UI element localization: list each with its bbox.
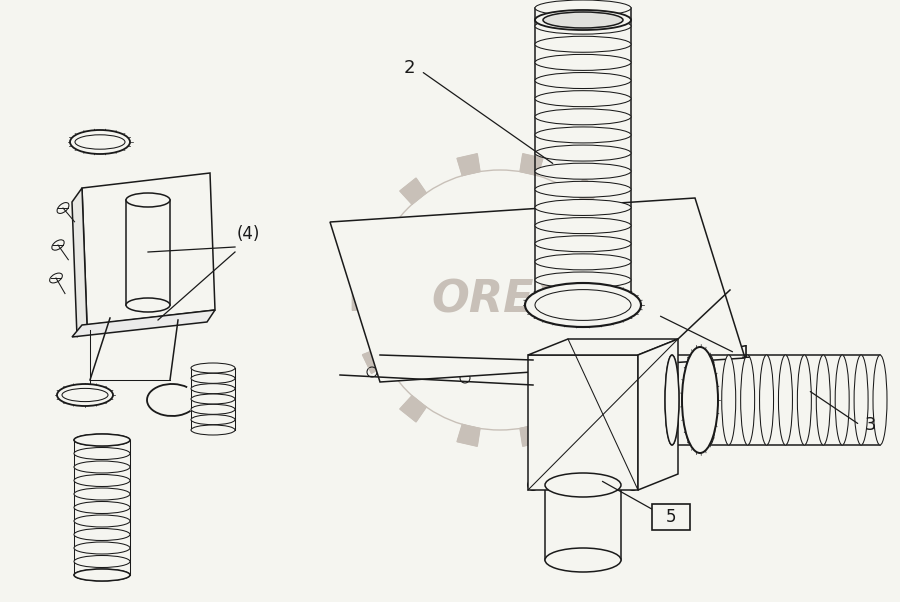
Ellipse shape [535, 254, 631, 270]
Ellipse shape [760, 355, 773, 445]
Ellipse shape [535, 91, 631, 107]
Polygon shape [630, 290, 648, 310]
Ellipse shape [684, 355, 698, 445]
Ellipse shape [74, 447, 130, 459]
Ellipse shape [535, 217, 631, 234]
Polygon shape [638, 339, 678, 490]
Text: 2: 2 [403, 59, 415, 77]
Ellipse shape [525, 283, 641, 327]
Ellipse shape [74, 434, 130, 446]
FancyBboxPatch shape [652, 504, 690, 530]
Polygon shape [330, 198, 745, 382]
Ellipse shape [191, 425, 235, 435]
Ellipse shape [545, 548, 621, 572]
Ellipse shape [535, 145, 631, 161]
Ellipse shape [816, 355, 831, 445]
Ellipse shape [191, 394, 235, 404]
Ellipse shape [535, 54, 631, 70]
Ellipse shape [74, 515, 130, 527]
Ellipse shape [703, 355, 716, 445]
Ellipse shape [535, 109, 631, 125]
Ellipse shape [535, 181, 631, 197]
Ellipse shape [74, 461, 130, 473]
Ellipse shape [535, 18, 631, 34]
Circle shape [527, 480, 538, 491]
Ellipse shape [74, 501, 130, 514]
Ellipse shape [74, 556, 130, 568]
Polygon shape [353, 290, 370, 310]
Ellipse shape [126, 298, 170, 312]
Ellipse shape [191, 383, 235, 394]
Text: OREX: OREX [432, 279, 569, 321]
Ellipse shape [191, 405, 235, 414]
Ellipse shape [126, 193, 170, 207]
Circle shape [627, 480, 638, 491]
Text: 1: 1 [740, 344, 752, 362]
Ellipse shape [665, 355, 679, 445]
Ellipse shape [52, 240, 64, 250]
Ellipse shape [57, 384, 113, 406]
Ellipse shape [74, 569, 130, 581]
Text: 5: 5 [666, 508, 676, 526]
Ellipse shape [535, 10, 631, 30]
Ellipse shape [873, 355, 887, 445]
Polygon shape [457, 424, 480, 446]
Ellipse shape [778, 355, 793, 445]
Polygon shape [363, 348, 387, 373]
Ellipse shape [74, 529, 130, 541]
Polygon shape [400, 396, 427, 422]
Ellipse shape [50, 273, 62, 283]
Ellipse shape [74, 569, 130, 581]
Polygon shape [400, 178, 427, 204]
Ellipse shape [535, 236, 631, 252]
Ellipse shape [74, 474, 130, 486]
Ellipse shape [535, 72, 631, 88]
Ellipse shape [70, 130, 130, 154]
Ellipse shape [741, 355, 754, 445]
Polygon shape [613, 226, 637, 252]
Ellipse shape [191, 415, 235, 424]
Ellipse shape [74, 434, 130, 446]
Ellipse shape [535, 163, 631, 179]
Ellipse shape [854, 355, 868, 445]
Text: (4): (4) [237, 225, 260, 243]
Ellipse shape [535, 272, 631, 288]
Ellipse shape [665, 355, 679, 445]
Ellipse shape [57, 202, 69, 214]
Ellipse shape [545, 473, 621, 497]
Ellipse shape [74, 488, 130, 500]
Polygon shape [363, 226, 387, 252]
Ellipse shape [535, 199, 631, 216]
Circle shape [627, 355, 638, 365]
Ellipse shape [535, 127, 631, 143]
Ellipse shape [543, 12, 623, 28]
Circle shape [527, 355, 538, 365]
Polygon shape [82, 173, 215, 325]
Polygon shape [613, 348, 637, 373]
Polygon shape [574, 178, 600, 204]
Polygon shape [574, 396, 600, 422]
Polygon shape [528, 355, 638, 490]
Polygon shape [72, 188, 87, 337]
Ellipse shape [191, 373, 235, 383]
Ellipse shape [535, 36, 631, 52]
Ellipse shape [835, 355, 850, 445]
Ellipse shape [74, 542, 130, 554]
Polygon shape [457, 154, 480, 176]
Ellipse shape [722, 355, 735, 445]
Polygon shape [520, 424, 543, 446]
Ellipse shape [682, 347, 718, 453]
Polygon shape [72, 310, 215, 337]
Ellipse shape [797, 355, 812, 445]
Ellipse shape [191, 363, 235, 373]
Ellipse shape [535, 0, 631, 16]
Polygon shape [528, 339, 678, 355]
Polygon shape [520, 154, 543, 176]
Text: 3: 3 [865, 416, 877, 434]
